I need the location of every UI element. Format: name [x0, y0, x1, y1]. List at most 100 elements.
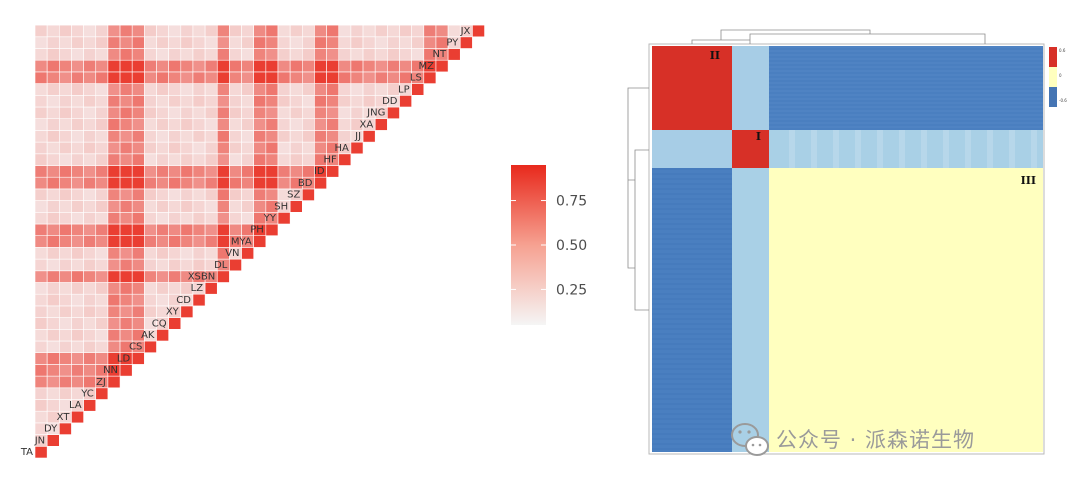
heatmap-cell [144, 71, 157, 84]
heatmap-cell [58, 59, 72, 73]
heatmap-cell [168, 36, 182, 49]
heatmap-cell [229, 106, 242, 119]
heatmap-cell [83, 399, 97, 412]
heatmap-cell [71, 317, 84, 330]
heatmap-cell [119, 223, 133, 236]
heatmap-cell [216, 118, 230, 131]
heatmap-cell [289, 141, 303, 155]
texture-band [811, 130, 817, 168]
heatmap-cell [168, 200, 182, 213]
texture-band [652, 308, 732, 310]
heatmap-cell [144, 270, 157, 283]
heatmap-cell [253, 59, 267, 73]
cluster-block-II [652, 46, 732, 130]
axis-label: LZ [191, 283, 204, 294]
texture-band [987, 130, 993, 168]
heatmap-cell [192, 153, 206, 166]
texture-band [769, 50, 1043, 52]
heatmap-cell [156, 212, 169, 225]
heatmap-cell [253, 95, 267, 108]
heatmap-cell [265, 95, 279, 108]
heatmap-cell [338, 153, 352, 166]
heatmap-cell [265, 59, 279, 73]
heatmap-cell [144, 130, 157, 143]
heatmap-cell [241, 165, 255, 178]
heatmap-cell [95, 165, 109, 178]
heatmap-cell [58, 24, 72, 38]
heatmap-cell [58, 48, 72, 61]
heatmap-cell [241, 176, 255, 190]
axis-label: PY [446, 38, 459, 49]
heatmap-cell [119, 165, 133, 178]
heatmap-cell [277, 24, 291, 38]
texture-band [652, 338, 732, 340]
heatmap-cell [204, 176, 218, 190]
heatmap-cell [107, 317, 121, 330]
heatmap-cell [241, 83, 255, 96]
heatmap-cell [192, 59, 206, 73]
heatmap-cell [289, 24, 303, 38]
texture-band [652, 188, 732, 190]
heatmap-cell [326, 106, 340, 119]
texture-band [652, 343, 732, 345]
heatmap-cell [95, 36, 109, 49]
heatmap-cell [338, 48, 352, 61]
heatmap-cell [204, 36, 218, 49]
heatmap-cell [192, 165, 206, 178]
texture-band [769, 70, 1043, 72]
heatmap-cell [253, 188, 267, 201]
heatmap-cell [156, 130, 169, 143]
heatmap-cell [265, 24, 279, 38]
heatmap-cell [192, 130, 206, 143]
heatmap-cell [83, 83, 97, 96]
heatmap-cell [314, 130, 327, 143]
heatmap-cell [58, 130, 72, 143]
axis-label: SH [274, 201, 288, 212]
heatmap-cell [71, 282, 84, 295]
dendrogram-branch [627, 87, 649, 311]
heatmap-cell [71, 328, 84, 342]
texture-band [652, 268, 732, 270]
heatmap-cell [277, 176, 291, 190]
heatmap-cell [411, 36, 425, 49]
heatmap-cell [58, 36, 72, 49]
heatmap-cell [314, 176, 327, 190]
heatmap-cell [253, 200, 267, 213]
axis-label: ID [314, 166, 325, 177]
axis-label: ZJ [96, 377, 106, 388]
heatmap-cell [314, 48, 327, 61]
heatmap-cell [119, 141, 133, 155]
heatmap-cell [119, 83, 133, 96]
heatmap-cell [168, 270, 182, 283]
heatmap-cell [399, 24, 412, 38]
heatmap-cell [119, 200, 133, 213]
heatmap-cell [58, 165, 72, 178]
texture-band [652, 408, 732, 410]
heatmap-cell [34, 364, 48, 377]
texture-band [652, 198, 732, 200]
heatmap-cell [46, 399, 60, 412]
heatmap-cell [119, 328, 133, 342]
heatmap-cell [338, 118, 352, 131]
heatmap-cell [265, 48, 279, 61]
heatmap-cell [46, 176, 60, 190]
heatmap-cell [156, 48, 169, 61]
heatmap-cell [95, 106, 109, 119]
texture-band [652, 393, 732, 395]
texture-band [769, 86, 1043, 88]
heatmap-cell [350, 83, 364, 96]
texture-band [769, 106, 1043, 108]
heatmap-cell [168, 95, 182, 108]
heatmap-cell [399, 48, 412, 61]
heatmap-cell [34, 410, 48, 424]
heatmap-cell [204, 223, 218, 236]
heatmap-cell [192, 223, 206, 236]
heatmap-cell [131, 258, 145, 272]
heatmap-cell [83, 118, 97, 131]
cross-block [732, 168, 769, 452]
heatmap-cell [119, 176, 133, 190]
texture-band [769, 102, 1043, 104]
heatmap-cell [95, 328, 109, 342]
colorbar [511, 165, 546, 325]
texture-band [769, 114, 1043, 116]
